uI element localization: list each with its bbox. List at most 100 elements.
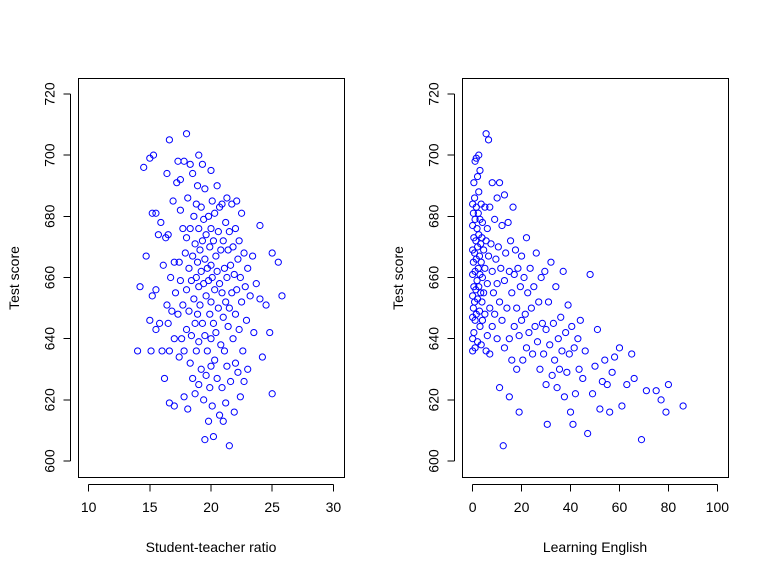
data-point bbox=[222, 298, 230, 306]
data-point bbox=[196, 301, 204, 309]
data-point bbox=[516, 283, 524, 291]
data-point bbox=[184, 405, 192, 413]
data-point bbox=[237, 209, 246, 217]
data-point bbox=[235, 237, 243, 245]
data-point bbox=[535, 298, 543, 306]
data-point bbox=[480, 289, 488, 297]
data-point bbox=[505, 335, 513, 343]
data-point bbox=[488, 267, 496, 275]
data-point bbox=[233, 286, 241, 294]
data-point bbox=[491, 310, 499, 318]
data-point bbox=[229, 243, 237, 251]
data-point bbox=[225, 442, 233, 450]
data-point bbox=[477, 258, 485, 266]
data-point bbox=[158, 347, 166, 355]
data-point bbox=[209, 237, 218, 245]
data-point bbox=[241, 283, 249, 291]
data-point bbox=[182, 286, 191, 294]
data-point bbox=[601, 356, 609, 364]
data-point bbox=[239, 347, 247, 355]
data-point bbox=[170, 402, 178, 410]
data-point bbox=[212, 252, 220, 260]
data-point bbox=[256, 295, 264, 303]
data-point bbox=[190, 295, 198, 303]
data-point bbox=[478, 218, 487, 227]
data-point bbox=[498, 221, 506, 230]
data-point bbox=[191, 240, 199, 248]
data-point bbox=[189, 252, 197, 260]
x-tick-label: 0 bbox=[469, 499, 477, 515]
data-point bbox=[176, 276, 185, 285]
y-tick-label: 600 bbox=[426, 449, 442, 473]
data-point bbox=[509, 203, 517, 211]
data-point bbox=[164, 319, 172, 327]
y-tick-label: 660 bbox=[42, 266, 58, 290]
data-point bbox=[476, 322, 484, 331]
x-tick-label: 10 bbox=[81, 499, 97, 515]
x-tick-label: 30 bbox=[326, 499, 342, 515]
data-point bbox=[236, 393, 244, 401]
y-tick-label: 600 bbox=[42, 449, 58, 473]
data-point bbox=[603, 380, 611, 389]
data-point bbox=[207, 261, 215, 269]
data-point bbox=[198, 160, 207, 168]
data-point bbox=[214, 228, 222, 236]
data-point bbox=[492, 255, 500, 263]
data-point bbox=[256, 221, 264, 230]
data-point bbox=[536, 365, 544, 373]
data-point bbox=[219, 313, 227, 321]
data-point bbox=[197, 203, 205, 211]
data-point bbox=[152, 286, 160, 294]
data-point bbox=[623, 380, 631, 389]
data-point bbox=[517, 316, 526, 324]
x-tick-label: 100 bbox=[706, 499, 730, 515]
data-point bbox=[160, 374, 169, 383]
data-point bbox=[570, 344, 578, 352]
y-axis-title: Test score bbox=[6, 246, 22, 310]
data-point bbox=[218, 289, 226, 297]
data-point bbox=[486, 304, 494, 312]
data-point bbox=[206, 310, 214, 318]
data-point bbox=[149, 151, 158, 159]
data-point bbox=[524, 289, 532, 297]
data-point bbox=[169, 197, 177, 205]
data-point bbox=[176, 176, 185, 184]
data-point bbox=[209, 432, 218, 441]
scatter-panel-student-teacher-ratio: Student-teacher ratio Test score 10 15 20 2… bbox=[6, 78, 345, 555]
data-point bbox=[560, 393, 569, 401]
y-tick-label: 640 bbox=[426, 327, 442, 351]
data-point bbox=[146, 316, 154, 324]
data-point bbox=[225, 228, 233, 236]
data-point bbox=[574, 335, 582, 343]
scatter-panel-learning-english: Learning English Test score 0 20 40 60 80 100… bbox=[390, 78, 730, 555]
data-point bbox=[591, 362, 599, 370]
data-point bbox=[500, 276, 509, 285]
data-point bbox=[596, 405, 604, 413]
data-point bbox=[163, 301, 171, 309]
data-point bbox=[566, 408, 575, 416]
data-point bbox=[489, 289, 498, 297]
data-point bbox=[237, 298, 246, 306]
y-tick-label: 700 bbox=[426, 143, 442, 167]
data-point bbox=[192, 347, 200, 355]
data-point bbox=[202, 371, 210, 379]
data-point bbox=[615, 344, 624, 352]
data-point bbox=[475, 188, 483, 196]
x-tick-label: 25 bbox=[264, 499, 280, 515]
data-point bbox=[198, 237, 207, 245]
data-point bbox=[470, 179, 478, 187]
data-point bbox=[218, 384, 226, 392]
data-point bbox=[219, 417, 227, 425]
data-point bbox=[511, 246, 520, 254]
data-point bbox=[180, 347, 188, 355]
data-point bbox=[211, 209, 219, 217]
data-point bbox=[226, 261, 235, 269]
data-point bbox=[220, 264, 229, 272]
data-point bbox=[189, 169, 197, 178]
data-point bbox=[483, 280, 491, 288]
data-point bbox=[174, 310, 182, 318]
data-point bbox=[500, 191, 509, 199]
data-point bbox=[222, 218, 230, 227]
y-tick-label: 640 bbox=[42, 327, 58, 351]
data-point bbox=[521, 310, 529, 318]
